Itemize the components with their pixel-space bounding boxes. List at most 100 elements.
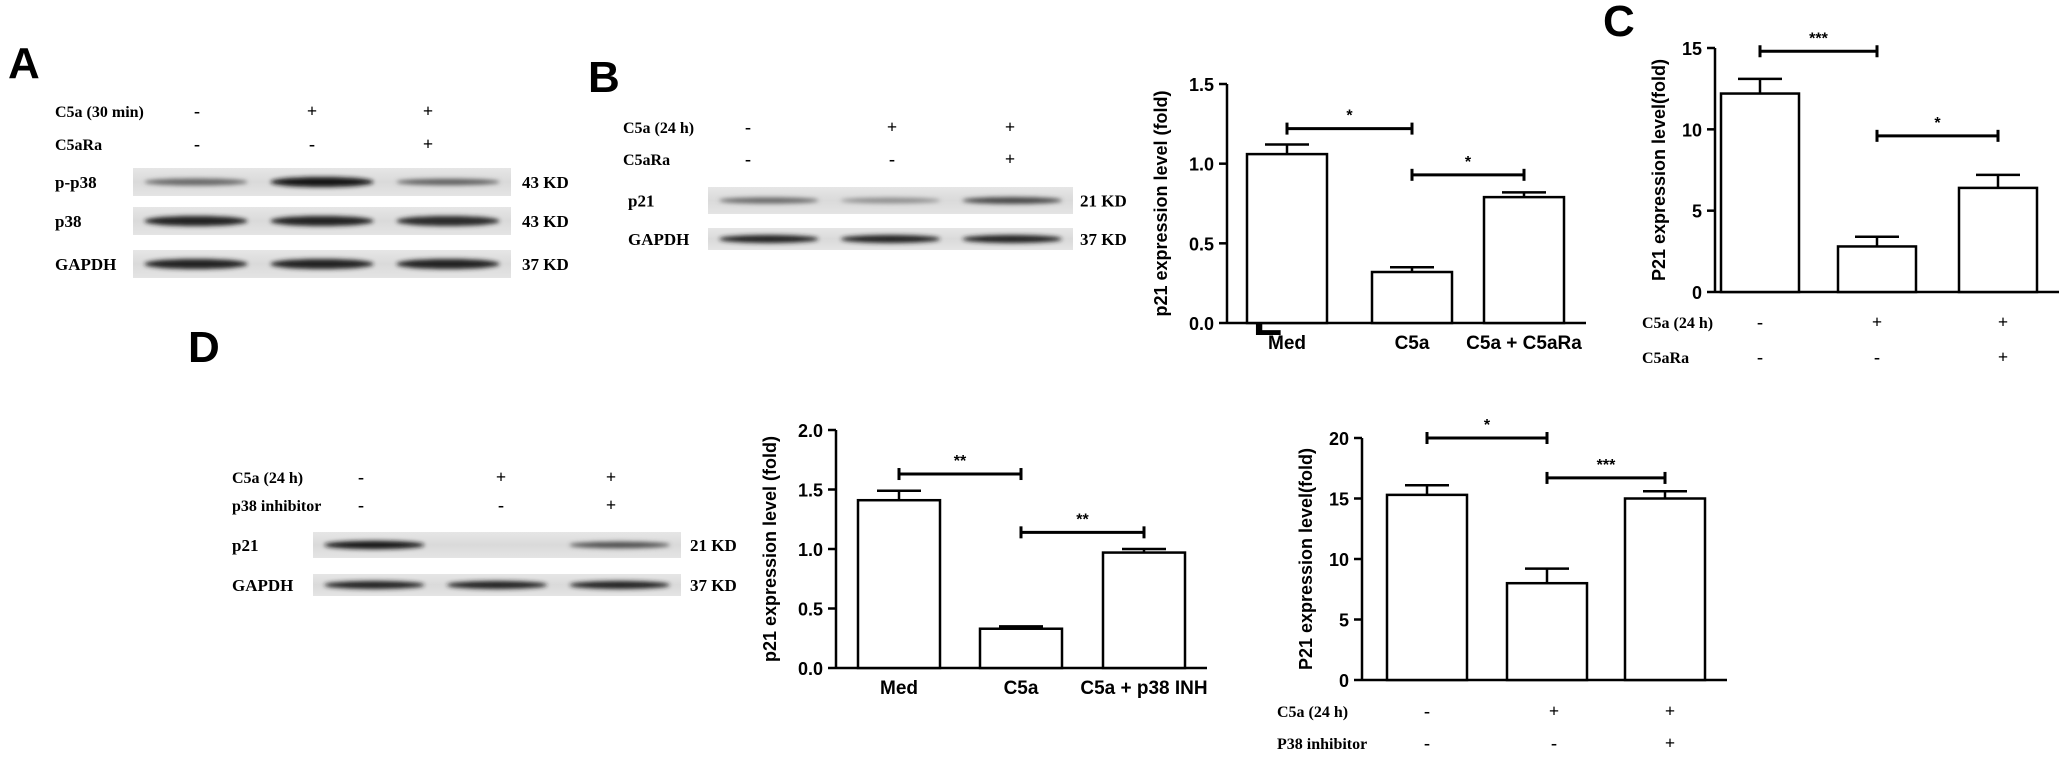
y-tick-label: 10 <box>1682 120 1702 140</box>
blot-band <box>144 258 248 270</box>
blot-band <box>718 235 819 243</box>
western-blots-layer: C5a (30 min) - + + C5aRa - - + p-p38 43 KD p38 43 K… <box>55 101 1127 596</box>
y-tick-label: 1.5 <box>798 481 823 501</box>
bar <box>856 498 942 670</box>
y-tick-label: 2.0 <box>798 421 823 441</box>
significance-label: ** <box>1076 511 1089 528</box>
blot-band <box>144 178 248 186</box>
blot-condition-label: C5a (30 min) <box>55 104 144 121</box>
bar <box>1385 493 1469 682</box>
blot-protein-label: p21 <box>628 192 654 211</box>
western-blot-d: C5a (24 h) - + + p38 inhibitor - - + p21 21 KD GAP… <box>232 467 737 596</box>
condition-plus-mark: + <box>1998 312 2008 332</box>
bar <box>1370 270 1454 325</box>
blot-band <box>569 541 670 549</box>
y-tick-label: 15 <box>1682 39 1702 59</box>
blot-band <box>396 258 500 270</box>
panel-letter-b: B <box>588 53 620 102</box>
blot-band <box>396 178 500 186</box>
condition-minus-mark: - <box>1551 733 1557 753</box>
blot-band <box>962 197 1063 204</box>
chart-condition-label: C5a (24 h) <box>1277 704 1348 721</box>
blot-size-label: 21 KD <box>1080 192 1127 211</box>
bar-chart-b: 0.0 0.5 1.0 1.5 p21 expression level (fold) M… <box>1151 75 1586 354</box>
blot-protein-label: p-p38 <box>55 173 97 192</box>
condition-plus-mark: + <box>1005 149 1015 169</box>
condition-plus-mark: + <box>1549 701 1559 721</box>
blot-size-label: 43 KD <box>522 173 569 192</box>
blot-band <box>396 215 500 227</box>
western-blot-a: C5a (30 min) - + + C5aRa - - + p-p38 43 KD p38 43 K… <box>55 101 569 278</box>
bar-chart-d: 0.0 0.5 1.0 1.5 2.0 p21 expression level (fol… <box>760 421 1208 699</box>
y-tick-label: 0 <box>1692 283 1702 303</box>
blot-band <box>569 581 670 589</box>
y-tick-label: 0.0 <box>1189 314 1214 334</box>
significance-label: * <box>1934 115 1941 132</box>
bar <box>1957 186 2039 294</box>
western-blot-b: C5a (24 h) - + + C5aRa - - + p21 21 KD GAPDH 37 KD <box>623 117 1127 250</box>
y-tick-label: 5 <box>1692 202 1702 222</box>
y-tick-label: 1.0 <box>798 540 823 560</box>
x-tick-label: C5a <box>1395 333 1430 354</box>
y-tick-label: 20 <box>1329 429 1349 449</box>
chart-condition-label: C5aRa <box>1642 350 1689 367</box>
condition-minus-mark: - <box>745 149 751 169</box>
bar <box>1719 92 1801 294</box>
condition-minus-mark: - <box>358 467 364 487</box>
significance-label: * <box>1484 417 1491 434</box>
y-tick-label: 10 <box>1329 550 1349 570</box>
bar <box>1245 152 1329 325</box>
bar <box>1836 245 1918 294</box>
blot-condition-label: C5aRa <box>623 152 670 169</box>
bar <box>1623 497 1707 682</box>
y-axis-label: P21 expression level(fold) <box>1649 59 1669 281</box>
condition-plus-mark: + <box>423 101 433 121</box>
condition-plus-mark: + <box>606 467 616 487</box>
condition-plus-mark: + <box>887 117 897 137</box>
y-tick-label: 1.5 <box>1189 75 1214 95</box>
y-axis-label: p21 expression level (fold) <box>1151 90 1171 316</box>
significance-label: * <box>1346 108 1353 125</box>
panel-letter-a: A <box>8 39 40 88</box>
condition-minus-mark: - <box>309 134 315 154</box>
y-tick-label: 0 <box>1339 671 1349 691</box>
bar <box>1505 581 1589 682</box>
blot-protein-label: GAPDH <box>55 255 116 274</box>
condition-plus-mark: + <box>1998 347 2008 367</box>
condition-plus-mark: + <box>423 134 433 154</box>
blot-band <box>840 197 941 204</box>
blot-band <box>324 581 425 589</box>
bar <box>1101 551 1187 670</box>
significance-label: ** <box>954 453 967 470</box>
significance-label: *** <box>1597 457 1616 474</box>
condition-plus-mark: + <box>496 467 506 487</box>
blot-condition-label: C5a (24 h) <box>232 470 303 487</box>
condition-minus-mark: - <box>1874 347 1880 367</box>
condition-plus-mark: + <box>1005 117 1015 137</box>
x-tick-label: Med <box>880 678 918 699</box>
y-tick-label: 15 <box>1329 490 1349 510</box>
significance-label: *** <box>1809 30 1828 47</box>
condition-plus-mark: + <box>307 101 317 121</box>
x-tick-label: C5a + p38 INH <box>1080 678 1207 699</box>
x-tick-label: C5a <box>1004 678 1039 699</box>
blot-size-label: 21 KD <box>690 536 737 555</box>
bar <box>1482 195 1566 325</box>
y-tick-label: 1.0 <box>1189 155 1214 175</box>
blot-protein-label: p21 <box>232 536 258 555</box>
blot-band <box>270 258 374 270</box>
condition-plus-mark: + <box>606 495 616 515</box>
blot-band <box>718 197 819 204</box>
condition-minus-mark: - <box>745 117 751 137</box>
y-axis-label: P21 expression level(fold) <box>1296 448 1316 670</box>
blot-size-label: 43 KD <box>522 212 569 231</box>
blot-size-label: 37 KD <box>522 255 569 274</box>
condition-minus-mark: - <box>1424 733 1430 753</box>
condition-minus-mark: - <box>194 101 200 121</box>
blot-band <box>270 176 374 188</box>
panel-letter-d: D <box>188 323 220 372</box>
blot-band <box>270 215 374 227</box>
